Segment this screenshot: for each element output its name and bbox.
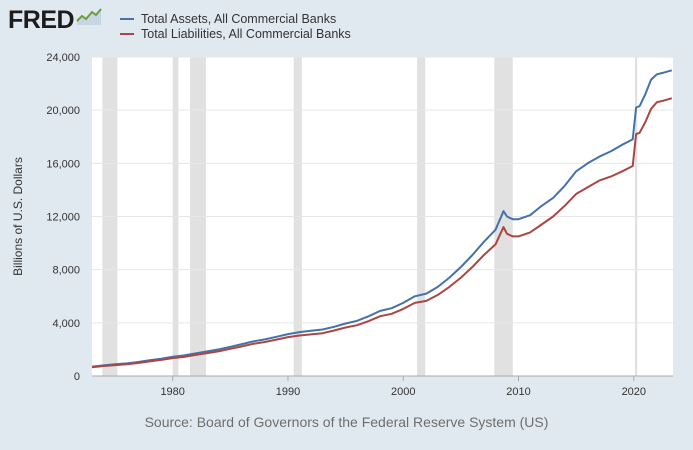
y-tick-label: 0	[74, 371, 80, 383]
trend-line-icon	[76, 6, 103, 32]
chart-legend: Total Assets, All Commercial Banks Total…	[120, 11, 351, 41]
series-line-liabilities	[91, 97, 673, 369]
series-lines	[91, 69, 673, 369]
y-tick-label: 12,000	[46, 212, 80, 224]
legend-label-assets: Total Assets, All Commercial Banks	[141, 11, 337, 26]
y-axis-label: Billions of U.S. Dollars	[11, 157, 25, 276]
legend-swatch-assets	[120, 17, 134, 20]
source-note: Source: Board of Governors of the Federa…	[144, 414, 549, 430]
y-tick-label: 16,000	[46, 158, 80, 170]
x-tick-label: 1990	[276, 386, 300, 398]
y-tick-label: 8,000	[52, 265, 80, 277]
line-chart: 0 4,000 8,000 12,000 16,000 20,000 24,000 1980 1…	[11, 52, 673, 398]
x-tick-label: 2000	[391, 386, 415, 398]
x-tick-label: 1980	[160, 386, 184, 398]
y-tick-label: 24,000	[46, 52, 80, 64]
y-tick-label: 4,000	[52, 318, 80, 330]
fred-logo[interactable]: FRED	[8, 6, 103, 34]
logo-text: FRED	[8, 6, 75, 34]
legend-item-assets[interactable]: Total Assets, All Commercial Banks	[120, 11, 351, 26]
x-tick-label: 2020	[622, 386, 646, 398]
x-tick-label: 2010	[506, 386, 530, 398]
legend-item-liabilities[interactable]: Total Liabilities, All Commercial Banks	[120, 26, 351, 41]
y-tick-label: 20,000	[46, 105, 80, 117]
grid-lines	[92, 56, 673, 324]
legend-swatch-liabilities	[120, 32, 134, 35]
chart-header: FRED Total Assets, All Commercial Banks …	[0, 0, 693, 50]
legend-label-liabilities: Total Liabilities, All Commercial Banks	[141, 26, 351, 41]
series-line-assets	[91, 69, 673, 368]
axes: 0 4,000 8,000 12,000 16,000 20,000 24,000 1980 1…	[46, 52, 673, 398]
